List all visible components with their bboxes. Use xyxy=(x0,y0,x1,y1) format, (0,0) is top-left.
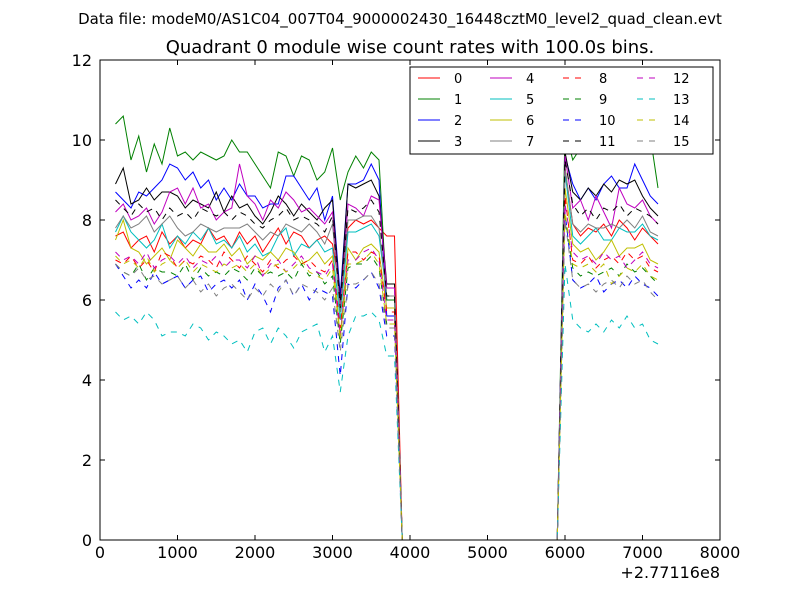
legend-label-2: 2 xyxy=(454,114,462,129)
legend-label-5: 5 xyxy=(526,93,534,108)
x-tick-label: 5000 xyxy=(467,543,508,562)
legend-label-3: 3 xyxy=(454,135,462,150)
chart-title: Quadrant 0 module wise count rates with … xyxy=(166,37,655,58)
series-line-11 xyxy=(115,159,659,541)
y-tick-label: 10 xyxy=(72,131,92,150)
legend-label-11: 11 xyxy=(599,135,616,150)
series-line-15 xyxy=(115,219,659,541)
legend-label-1: 1 xyxy=(454,93,462,108)
legend-frame xyxy=(409,66,714,155)
series-line-12 xyxy=(115,203,659,541)
series-line-14 xyxy=(115,211,659,541)
legend-label-7: 7 xyxy=(526,135,534,150)
y-tick-label: 6 xyxy=(82,291,92,310)
x-tick-label: 1000 xyxy=(157,543,198,562)
x-offset-label: +2.77116e8 xyxy=(620,563,720,582)
legend-label-12: 12 xyxy=(673,72,690,87)
legend-label-6: 6 xyxy=(526,114,534,129)
plot-area: 0 1000 2000 3000 4000 5000 6000 7000 80000246810… xyxy=(72,51,741,562)
x-tick-label: 2000 xyxy=(235,543,276,562)
legend-label-4: 4 xyxy=(526,72,534,87)
x-tick-label: 0 xyxy=(95,543,105,562)
y-tick-label: 12 xyxy=(72,51,92,70)
legend-label-15: 15 xyxy=(673,135,690,150)
series-line-5 xyxy=(115,171,659,541)
x-tick-label: 3000 xyxy=(312,543,353,562)
legend-label-13: 13 xyxy=(673,93,690,108)
y-tick-label: 2 xyxy=(82,451,92,470)
series-line-10 xyxy=(115,211,659,541)
y-tick-label: 0 xyxy=(82,531,92,550)
series-line-7 xyxy=(115,167,659,541)
legend-label-14: 14 xyxy=(673,114,690,129)
series-layer xyxy=(115,114,659,541)
x-tick-label: 8000 xyxy=(700,543,741,562)
series-line-9 xyxy=(115,215,659,541)
y-tick-label: 4 xyxy=(82,371,92,390)
legend-label-0: 0 xyxy=(454,72,462,87)
series-line-0 xyxy=(115,167,659,541)
x-tick-label: 4000 xyxy=(390,543,431,562)
ticks-layer: 0 1000 2000 3000 4000 5000 6000 7000 80000246810… xyxy=(72,51,741,562)
x-tick-label: 6000 xyxy=(545,543,586,562)
series-line-13 xyxy=(115,263,659,541)
x-tick-label: 7000 xyxy=(622,543,663,562)
figure-suptitle: Data file: modeM0/AS1C04_007T04_90000024… xyxy=(78,10,722,29)
legend-label-9: 9 xyxy=(599,93,607,108)
legend-label-8: 8 xyxy=(599,72,607,87)
y-tick-label: 8 xyxy=(82,211,92,230)
legend-label-10: 10 xyxy=(599,114,616,129)
series-line-6 xyxy=(115,187,659,541)
